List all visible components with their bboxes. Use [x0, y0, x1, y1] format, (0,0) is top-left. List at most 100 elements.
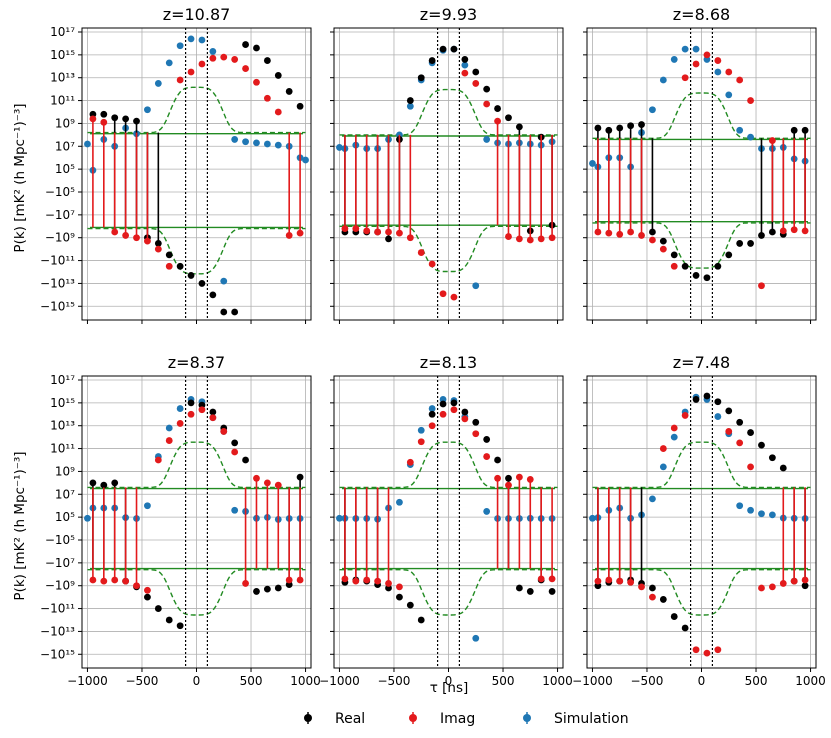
data-point-simulation	[736, 502, 744, 510]
data-point-imag	[439, 290, 447, 298]
data-point-real	[198, 280, 206, 287]
noise-envelope-upper	[339, 441, 558, 489]
data-point-simulation	[659, 463, 667, 471]
data-point-simulation	[144, 106, 151, 114]
data-point-simulation	[670, 56, 678, 63]
data-point-real	[605, 126, 613, 134]
legend-item-imag[interactable]: Imag	[409, 711, 475, 727]
data-point-imag	[374, 577, 382, 585]
legend-item-real[interactable]: Real	[304, 711, 365, 727]
x-tick-label: −500	[630, 674, 663, 688]
data-point-simulation	[417, 426, 425, 434]
data-point-imag	[649, 593, 656, 601]
data-point-real	[627, 122, 635, 130]
data-point-imag	[703, 649, 711, 657]
noise-envelope-lower	[339, 569, 558, 616]
legend-imag-marker	[409, 714, 417, 722]
data-point-real	[100, 110, 108, 118]
data-point-simulation	[747, 506, 754, 514]
data-point-real	[428, 410, 436, 418]
data-point-imag	[242, 65, 249, 72]
data-point-simulation	[472, 282, 480, 290]
y-axis-label-top: P(k) [mK² (h Mpc⁻¹)⁻³]	[12, 103, 28, 252]
y-axis-label-bottom: P(k) [mK² (h Mpc⁻¹)⁻³]	[12, 451, 28, 600]
data-point-imag	[681, 412, 689, 419]
data-point-real	[220, 308, 228, 316]
y-tick-label: 10¹¹	[50, 442, 75, 456]
data-point-real	[89, 479, 97, 487]
data-point-imag	[594, 228, 602, 236]
x-tick-label: 0	[193, 674, 201, 688]
panel-title: z=10.87	[163, 5, 231, 24]
data-point-imag	[122, 232, 130, 239]
y-tick-label: −10¹³	[40, 624, 75, 638]
data-point-real	[439, 45, 447, 53]
panel-title: z=7.48	[673, 353, 730, 372]
data-point-imag	[341, 225, 349, 232]
y-tick-label: −10⁵	[45, 533, 75, 547]
data-point-imag	[594, 577, 602, 585]
data-point-real	[670, 251, 678, 259]
data-point-real	[768, 454, 776, 462]
data-point-real	[187, 272, 195, 279]
data-point-real	[111, 479, 119, 487]
data-point-imag	[790, 577, 798, 585]
data-point-simulation	[154, 80, 162, 87]
panel-2: z=9.93	[330, 5, 564, 324]
x-tick-label: −1000	[319, 674, 360, 688]
data-point-simulation	[758, 510, 765, 518]
data-point-imag	[263, 94, 271, 102]
data-point-imag	[703, 51, 711, 59]
data-point-imag	[790, 226, 798, 234]
data-point-imag	[659, 245, 667, 253]
data-point-real	[515, 584, 523, 592]
data-point-imag	[605, 229, 613, 237]
data-point-simulation	[659, 76, 667, 84]
data-point-imag	[483, 453, 491, 460]
legend-item-simulation[interactable]: Simulation	[523, 711, 629, 727]
data-point-imag	[374, 228, 382, 236]
data-point-real	[703, 274, 711, 282]
y-tick-label: −10¹⁵	[40, 299, 75, 313]
data-point-real	[714, 262, 722, 270]
data-point-imag	[526, 476, 534, 483]
panel-5: z=8.13 −1000 −500 0 500 1000	[319, 353, 573, 688]
data-point-simulation	[187, 35, 195, 43]
data-point-imag	[363, 227, 371, 235]
data-point-imag	[133, 234, 140, 242]
data-point-imag	[363, 576, 371, 584]
data-point-imag	[100, 118, 108, 126]
data-point-imag	[165, 437, 173, 444]
data-point-simulation	[84, 514, 91, 522]
data-point-imag	[714, 57, 722, 64]
data-point-imag	[450, 406, 458, 414]
data-point-simulation	[736, 126, 744, 134]
data-point-simulation	[176, 405, 184, 412]
data-point-imag	[296, 576, 304, 584]
data-point-real	[736, 240, 744, 247]
data-point-imag	[154, 456, 162, 464]
data-point-imag	[417, 249, 425, 256]
legend: Real Imag Simulation	[304, 711, 629, 727]
data-point-imag	[483, 100, 491, 108]
data-point-imag	[263, 479, 271, 487]
data-point-real	[296, 102, 304, 110]
x-tick-label: 500	[240, 674, 263, 688]
data-point-imag	[537, 575, 545, 583]
data-point-imag	[122, 577, 130, 585]
data-point-imag	[472, 80, 480, 87]
data-point-imag	[428, 422, 436, 430]
y-tick-label: 10¹⁷	[50, 373, 75, 387]
data-point-simulation	[714, 68, 722, 76]
data-point-real	[515, 123, 523, 131]
data-point-simulation	[242, 138, 249, 146]
data-point-real	[801, 126, 809, 134]
noise-envelope-upper	[87, 441, 306, 489]
panel-title: z=8.68	[673, 5, 730, 24]
panel-title: z=9.93	[420, 5, 477, 24]
data-point-real	[768, 228, 776, 236]
data-point-real	[779, 464, 787, 472]
x-tick-label: 1000	[290, 674, 321, 688]
data-point-real	[231, 308, 239, 316]
data-point-real	[659, 596, 667, 603]
